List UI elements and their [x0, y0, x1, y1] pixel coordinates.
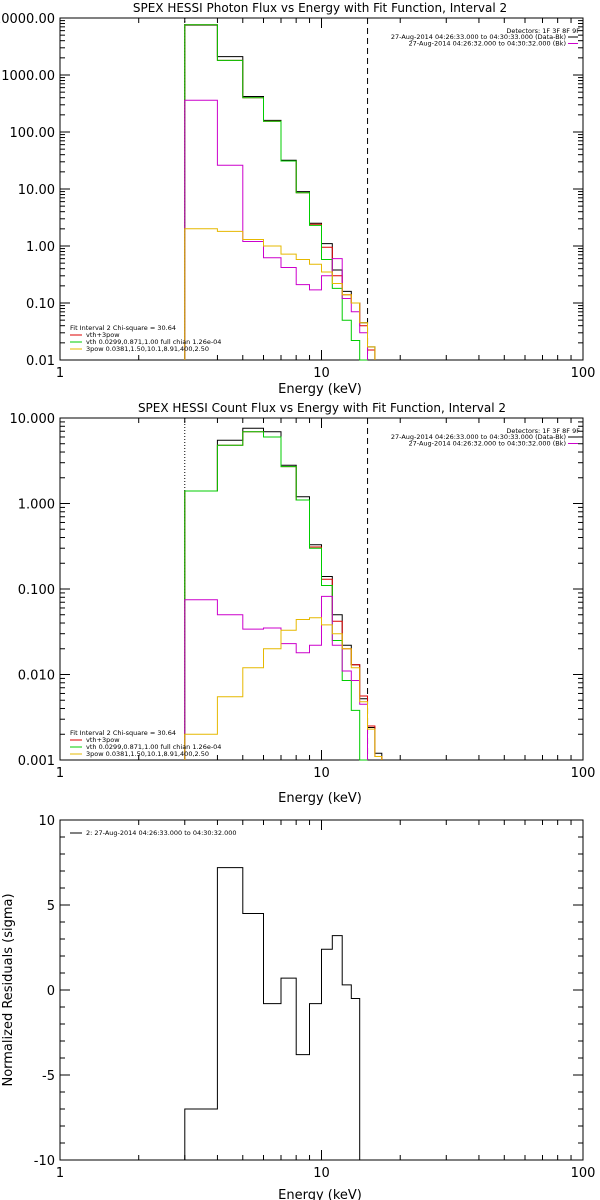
photon-detectors-text: Detectors: 1F 3F 8F 9F [506, 27, 580, 35]
y-tick-label: 0.001 [18, 754, 55, 769]
legend-left-text: 3pow 0.0381,1.50,10.1,8.91,400,2.50 [86, 750, 209, 758]
y-tick-label: 10000.00 [0, 12, 55, 27]
y-tick-label: 10.000 [10, 412, 56, 427]
x-tick-label: 100 [571, 366, 596, 381]
y-tick-label: 100.00 [10, 126, 56, 141]
count-fit-header: Fit Interval 2 Chi-square = 30.64 [70, 729, 176, 737]
y-tick-label: -10 [34, 1154, 55, 1169]
x-tick-label: 10 [313, 766, 330, 781]
count-detectors-text: Detectors: 1F 3F 8F 9F [506, 427, 580, 435]
legend-right-text: 27-Aug-2014 04:26:33.000 to 04:30:33.000… [391, 33, 566, 41]
y-tick-label: 5 [47, 899, 55, 914]
count-flux-title: SPEX HESSI Count Flux vs Energy with Fit… [138, 401, 506, 415]
y-tick-label: 0.100 [18, 583, 55, 598]
series-nonthermal [184, 228, 376, 360]
count-xlabel: Energy (keV) [278, 791, 362, 806]
legend-left-text: vth+3pow [86, 331, 120, 339]
y-tick-label: -5 [42, 1069, 55, 1084]
y-tick-label: 0.10 [26, 297, 55, 312]
photon-fit-header: Fit Interval 2 Chi-square = 30.64 [70, 324, 176, 332]
photon-flux-title: SPEX HESSI Photon Flux vs Energy with Fi… [133, 1, 507, 15]
y-tick-label: 10.00 [18, 183, 55, 198]
residuals-legend: 2: 27-Aug-2014 04:26:33.000 to 04:30:32.… [70, 829, 237, 837]
x-tick-label: 10 [313, 1166, 330, 1181]
series-thermal [184, 24, 368, 361]
y-tick-label: 1.000 [18, 498, 55, 513]
y-tick-label: 1000.00 [1, 69, 55, 84]
legend-right-text: 27-Aug-2014 04:26:32.000 to 04:30:32.000… [409, 40, 566, 48]
x-tick-label: 1 [56, 1166, 64, 1181]
series-background [184, 99, 368, 360]
photon-legend-right: 27-Aug-2014 04:26:33.000 to 04:30:33.000… [391, 33, 578, 48]
photon-range-markers [184, 18, 369, 360]
y-tick-label: 1.00 [26, 240, 55, 255]
x-tick-label: 100 [571, 766, 596, 781]
count-ticks: 1 10 100 0.001 0.010 0.100 1.000 10.000 [10, 412, 596, 781]
residuals-xlabel: Energy (keV) [278, 1188, 362, 1200]
series-nonthermal [184, 617, 383, 760]
count-series [184, 427, 383, 761]
y-tick-label: 10 [38, 814, 55, 829]
y-tick-label: 0.010 [18, 669, 55, 684]
photon-flux-panel: SPEX HESSI Photon Flux vs Energy with Fi… [0, 1, 595, 397]
x-tick-label: 100 [571, 1166, 596, 1181]
photon-xlabel: Energy (keV) [278, 382, 362, 397]
y-tick-label: 0.01 [26, 354, 55, 369]
photon-series [184, 24, 376, 361]
count-flux-panel: SPEX HESSI Count Flux vs Energy with Fit… [10, 401, 596, 806]
residuals-series [184, 867, 361, 1160]
photon-ticks: 1 10 100 0.01 0.10 1.00 10.00 100.00 1000.00 1000… [0, 12, 595, 381]
x-tick-label: 1 [56, 766, 64, 781]
x-tick-label: 10 [313, 366, 330, 381]
photon-plot-frame [59, 17, 584, 361]
x-tick-label: 1 [56, 366, 64, 381]
series-residual [184, 867, 361, 1160]
series-data [184, 24, 376, 360]
count-legend-right: 27-Aug-2014 04:26:33.000 to 04:30:33.000… [391, 433, 578, 448]
residuals-ticks: 1 10 100 -10 -5 0 5 10 [34, 814, 596, 1181]
series-total-fit [184, 24, 376, 360]
legend-left-text: vth+3pow [86, 736, 120, 744]
series-thermal [184, 431, 368, 761]
legend-right-text: 27-Aug-2014 04:26:33.000 to 04:30:33.000… [391, 433, 566, 441]
series-background [184, 595, 368, 760]
legend-right-text: 27-Aug-2014 04:26:32.000 to 04:30:32.000… [409, 440, 566, 448]
count-plot-frame [59, 417, 584, 761]
residuals-panel: 1 10 100 -10 -5 0 5 10 2: 27-Aug-2014 04:26:33.… [1, 814, 595, 1200]
count-range-markers [184, 418, 369, 760]
legend-left-text: 3pow 0.0381,1.50,10.1,8.91,400,2.50 [86, 345, 209, 353]
y-tick-label: 0 [47, 984, 55, 999]
legend-left-text: vth 0.0299,0.871,1.00 full chian 1.26e-0… [86, 743, 221, 751]
legend-text: 2: 27-Aug-2014 04:26:33.000 to 04:30:32.… [86, 829, 237, 837]
residuals-ylabel: Normalized Residuals (sigma) [1, 893, 16, 1086]
legend-left-text: vth 0.0299,0.871,1.00 full chian 1.26e-0… [86, 338, 221, 346]
